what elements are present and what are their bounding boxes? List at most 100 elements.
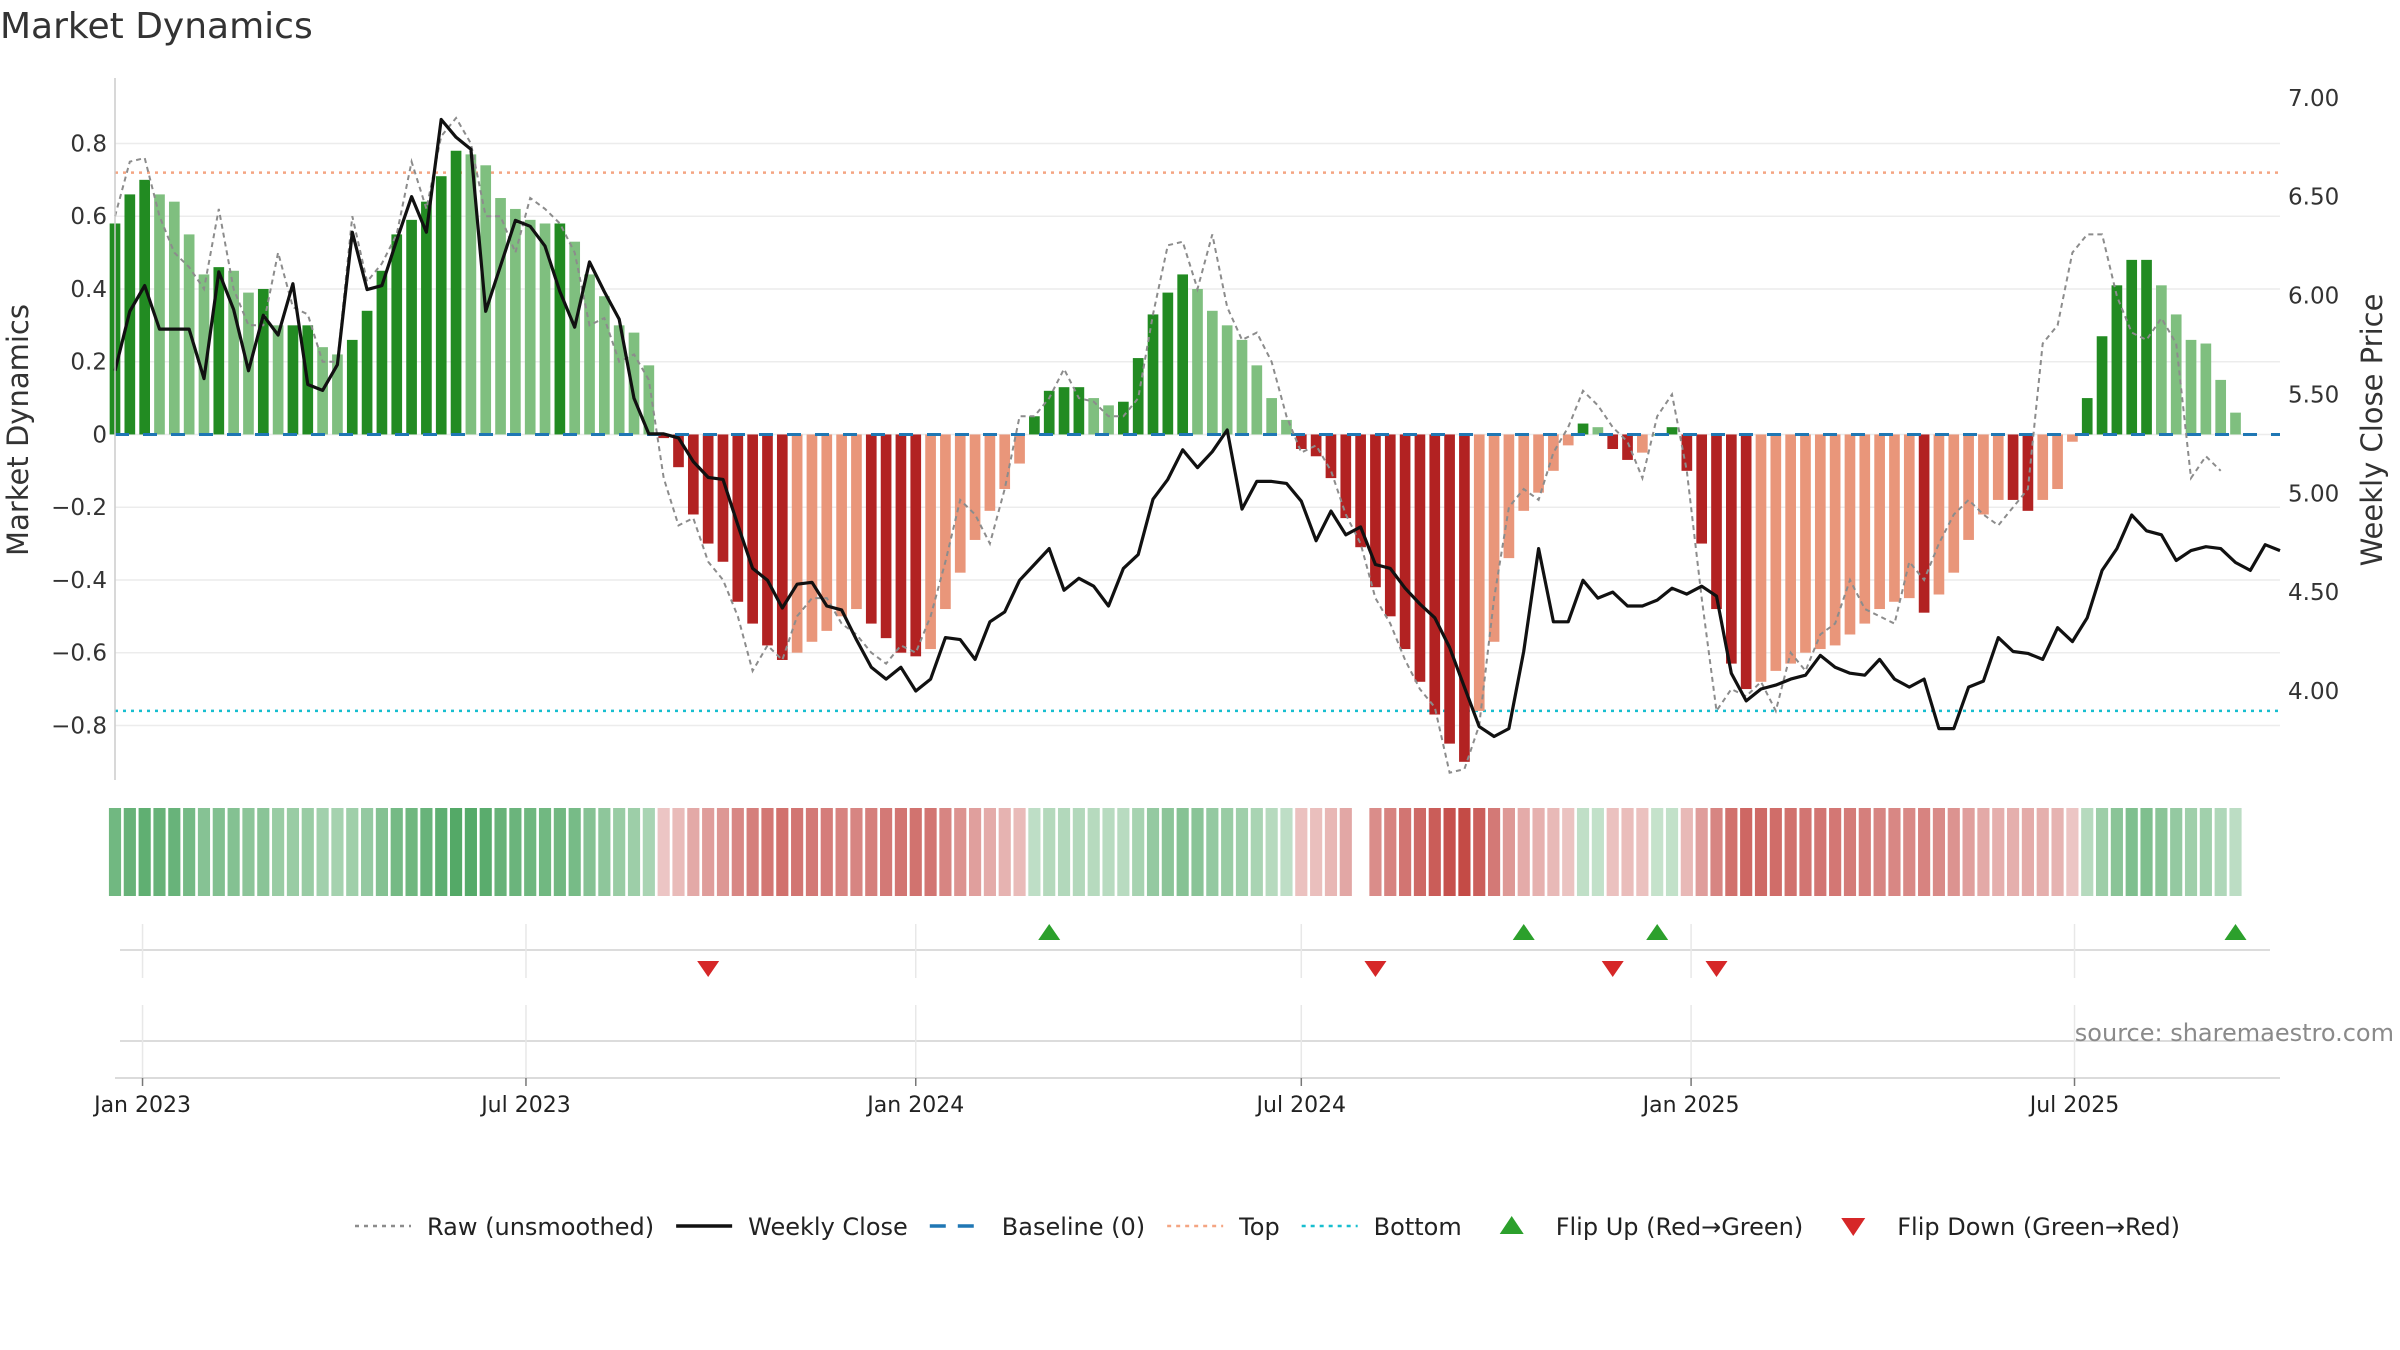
regime-cell [2170,808,2183,896]
momentum-bar [984,434,996,511]
regime-cell [2081,808,2094,896]
regime-cell [1057,808,1071,896]
regime-cell [1740,808,1753,896]
regime-cell [1458,808,1471,896]
momentum-bar [865,434,877,624]
momentum-bar [910,434,922,657]
regime-cell [2110,808,2123,896]
momentum-bar [1014,434,1025,464]
momentum-bar [1459,434,1470,762]
momentum-bar [776,434,788,660]
momentum-bar [2156,285,2167,435]
regime-cell [1324,808,1338,896]
regime-cell [1695,808,1708,896]
momentum-bar [1548,434,1559,471]
regime-cell [227,808,240,896]
left-tick-label: 0.6 [70,204,107,230]
regime-cell [702,808,715,896]
regime-cell [568,808,581,896]
regime-cell [672,808,685,896]
regime-cell [1072,808,1085,896]
flip-down-marker [697,961,720,977]
momentum-bar [1874,434,1885,610]
right-axis-label: Weekly Close Price [2355,294,2389,567]
momentum-bar [2067,434,2078,442]
regime-cell [509,808,522,896]
momentum-bar [198,274,210,435]
flip-down-marker [1364,961,1387,977]
regime-cell [1117,808,1130,896]
regime-cell [168,808,181,896]
regime-cell [301,808,314,896]
regime-cell [1576,808,1590,896]
regime-cell [2007,808,2020,896]
regime-cell [835,808,848,896]
momentum-bar [1147,314,1159,435]
regime-cell [761,808,774,896]
momentum-bar [2230,412,2241,435]
regime-cell [1473,808,1486,896]
momentum-bar [243,292,254,435]
regime-cell [524,808,537,896]
momentum-bar [1918,434,1930,613]
momentum-bar [1740,434,1752,690]
momentum-bar [1963,434,1974,540]
right-axis-ticks: 7.00 6.50 6.00 5.50 5.00 4.50 4.00 [2288,86,2339,705]
momentum-bar [2081,398,2093,435]
momentum-bar [999,434,1011,490]
momentum-bar [450,150,462,435]
momentum-bar [228,270,239,435]
regime-cell [1665,808,1679,896]
flip-up-marker [1038,924,1061,940]
regime-cell [361,808,374,896]
momentum-bar [1103,405,1114,435]
regime-cell [2229,808,2242,896]
regime-cell [598,808,611,896]
momentum-bar [346,339,358,435]
regime-cell [1799,808,1812,896]
momentum-bar [1266,398,1277,435]
momentum-bar [2022,434,2034,511]
regime-cell [716,808,730,896]
regime-cell [968,808,982,896]
momentum-bar [1399,434,1411,650]
regime-cell [538,808,552,896]
momentum-bar [1933,434,1945,595]
momentum-bar [1711,434,1722,610]
legend-label-flip_up: Flip Up (Red→Green) [1556,1213,1804,1241]
regime-cell [1339,808,1352,896]
momentum-bar [658,434,670,439]
momentum-bar [821,434,833,631]
close-line [113,117,2281,739]
regime-cell [1161,808,1174,896]
momentum-bar [287,325,299,435]
left-axis-ticks: 0.8 0.6 0.4 0.2 0 −0.2 −0.4 −0.6 −0.8 [51,131,107,739]
regime-cell [657,808,670,896]
regime-cell [1087,808,1100,896]
regime-cell [1962,808,1975,896]
momentum-bar [391,234,403,435]
regime-cell [553,808,566,896]
momentum-bar [1844,434,1856,635]
legend-label-baseline: Baseline (0) [1002,1213,1145,1241]
regime-cell [746,808,759,896]
flip-up-marker [1646,924,1669,940]
regime-cell [242,808,255,896]
momentum-bar [1829,434,1841,646]
momentum-bar [599,296,610,435]
regime-cell [1443,808,1456,896]
regime-cell [1769,808,1782,896]
legend-label-flip_down: Flip Down (Green→Red) [1897,1213,2180,1241]
momentum-bar [1903,434,1915,599]
momentum-bar [1800,434,1811,653]
momentum-bar [2200,343,2212,435]
regime-cell [1725,808,1738,896]
regime-cell [286,808,300,896]
momentum-bar [1073,387,1085,435]
momentum-bar [1251,365,1263,435]
regime-cell [1532,808,1545,896]
momentum-bar [925,434,936,650]
momentum-bar [1562,434,1574,446]
momentum-bar [213,267,225,435]
momentum-bar [1725,434,1737,664]
